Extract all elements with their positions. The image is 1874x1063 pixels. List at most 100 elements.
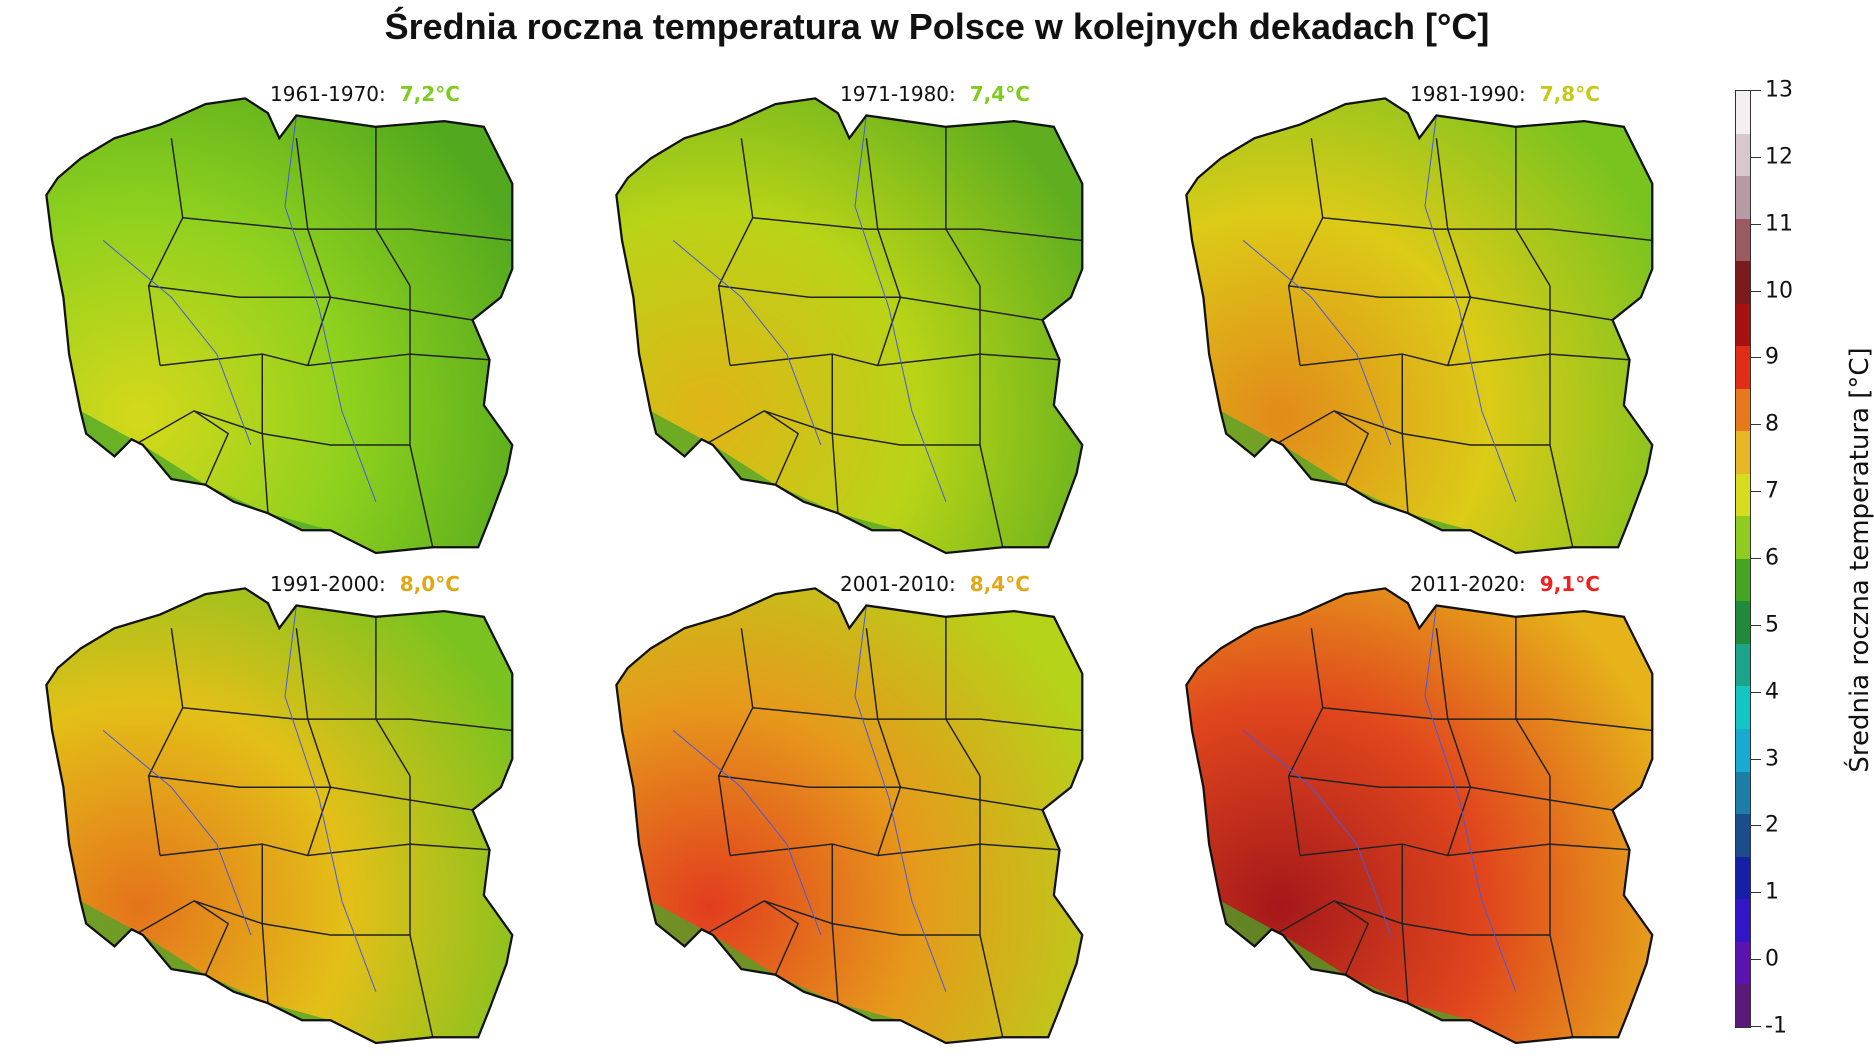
region-border xyxy=(1549,775,1574,1038)
colorbar-step xyxy=(1736,984,1750,1027)
region-border xyxy=(1288,285,1613,321)
decade-map-panel: 1971-1980: 7,4°C xyxy=(570,70,1140,570)
river xyxy=(672,240,822,446)
colorbar-step xyxy=(1736,133,1750,177)
region-border xyxy=(1287,138,1324,366)
region-border xyxy=(409,285,434,548)
colorbar-tick xyxy=(1751,1026,1761,1027)
colorbar-step xyxy=(1736,814,1750,857)
region-border xyxy=(831,844,839,1004)
colorbar-step xyxy=(1736,388,1750,432)
country-fill xyxy=(1186,588,1653,1043)
colorbar-tick-label: 13 xyxy=(1765,77,1793,103)
region-border xyxy=(718,285,1043,321)
region-border xyxy=(763,410,800,486)
colorbar-tick xyxy=(1751,758,1761,760)
colorbar-tick-label: 3 xyxy=(1765,746,1779,772)
poland-temperature-map xyxy=(45,587,514,1045)
region-border xyxy=(718,775,1043,811)
region-border xyxy=(1299,843,1630,857)
colorbar-step xyxy=(1736,856,1750,900)
colorbar-tick xyxy=(1751,156,1761,158)
river xyxy=(284,605,377,992)
country-outline xyxy=(615,97,1084,555)
river xyxy=(1242,730,1392,936)
colorbar-step xyxy=(1736,176,1750,219)
decade-caption: 2001-2010: 8,4°C xyxy=(840,572,1030,596)
colorbar-tick-label: 8 xyxy=(1765,411,1779,437)
decade-map-panel: 1981-1990: 7,8°C xyxy=(1140,70,1710,570)
decade-mean-value: 9,1°C xyxy=(1539,572,1600,596)
colorbar-step xyxy=(1736,601,1750,644)
region-border xyxy=(1322,706,1653,732)
colorbar-tick xyxy=(1751,90,1761,91)
decade-mean-value: 7,8°C xyxy=(1539,82,1600,106)
colorbar-tick xyxy=(1751,290,1761,292)
colorbar-tick-label: 2 xyxy=(1765,812,1779,838)
country-outline xyxy=(45,587,514,1045)
colorbar-step xyxy=(1736,771,1750,815)
colorbar-tick-label: 5 xyxy=(1765,612,1779,638)
region-border xyxy=(831,354,839,514)
colorbar-tick-label: -1 xyxy=(1765,1013,1787,1039)
country-outline xyxy=(45,97,514,555)
poland-temperature-map xyxy=(1185,97,1654,555)
colorbar-tick-label: 6 xyxy=(1765,545,1779,571)
poland-temperature-map xyxy=(1185,587,1654,1045)
river xyxy=(102,730,252,936)
region-border xyxy=(1435,628,1472,856)
decade-mean-value: 8,4°C xyxy=(969,572,1030,596)
decade-period: 2001-2010: xyxy=(840,572,956,596)
region-border xyxy=(752,706,1083,732)
decade-mean-value: 7,2°C xyxy=(399,82,460,106)
river xyxy=(854,605,947,992)
country-fill xyxy=(46,588,513,1043)
colorbar-tick xyxy=(1751,959,1761,961)
colorbar-tick-label: 11 xyxy=(1765,211,1793,237)
decade-caption: 1991-2000: 8,0°C xyxy=(270,572,460,596)
decade-map-panel: 2011-2020: 9,1°C xyxy=(1140,560,1710,1060)
region-border xyxy=(1435,138,1472,366)
river xyxy=(284,115,377,502)
colorbar-step xyxy=(1736,899,1750,942)
region-border xyxy=(159,353,490,367)
colorbar-step xyxy=(1736,473,1750,517)
region-border xyxy=(182,216,513,242)
decade-mean-value: 8,0°C xyxy=(399,572,460,596)
region-border xyxy=(717,628,754,856)
region-border xyxy=(1333,900,1370,976)
region-border xyxy=(409,775,434,1038)
colorbar-step xyxy=(1736,941,1750,985)
region-border xyxy=(717,138,754,366)
region-border xyxy=(1333,410,1370,486)
colorbar-tick-label: 12 xyxy=(1765,144,1793,170)
region-border xyxy=(148,775,473,811)
colorbar-tick xyxy=(1751,223,1761,225)
colorbar-tick-label: 10 xyxy=(1765,278,1793,304)
decade-map-panel: 1961-1970: 7,2°C xyxy=(0,70,570,570)
region-border xyxy=(1299,353,1630,367)
country-outline xyxy=(615,587,1084,1045)
colorbar-step xyxy=(1736,643,1750,687)
decade-period: 1991-2000: xyxy=(270,572,386,596)
region-border xyxy=(729,843,1060,857)
river xyxy=(1424,605,1517,992)
poland-temperature-map xyxy=(615,97,1084,555)
colorbar-tick-label: 4 xyxy=(1765,679,1779,705)
region-border xyxy=(1287,628,1324,856)
decade-caption: 1961-1970: 7,2°C xyxy=(270,82,460,106)
poland-temperature-map xyxy=(615,587,1084,1045)
region-border xyxy=(1549,285,1574,548)
colorbar-tick xyxy=(1751,825,1761,827)
colorbar-step xyxy=(1736,303,1750,347)
colorbar-tick xyxy=(1751,892,1761,894)
region-border xyxy=(865,628,902,856)
region-border xyxy=(752,216,1083,242)
colorbar-legend: 13 12 11 10 9 8 7 6 5 4 3 2 1 0 -1 xyxy=(1735,77,1865,1040)
region-border xyxy=(193,900,230,976)
decade-period: 1981-1990: xyxy=(1410,82,1526,106)
colorbar-tick-label: 9 xyxy=(1765,344,1779,370)
region-border xyxy=(979,775,1004,1038)
colorbar-step xyxy=(1736,218,1750,262)
region-border xyxy=(865,138,902,366)
